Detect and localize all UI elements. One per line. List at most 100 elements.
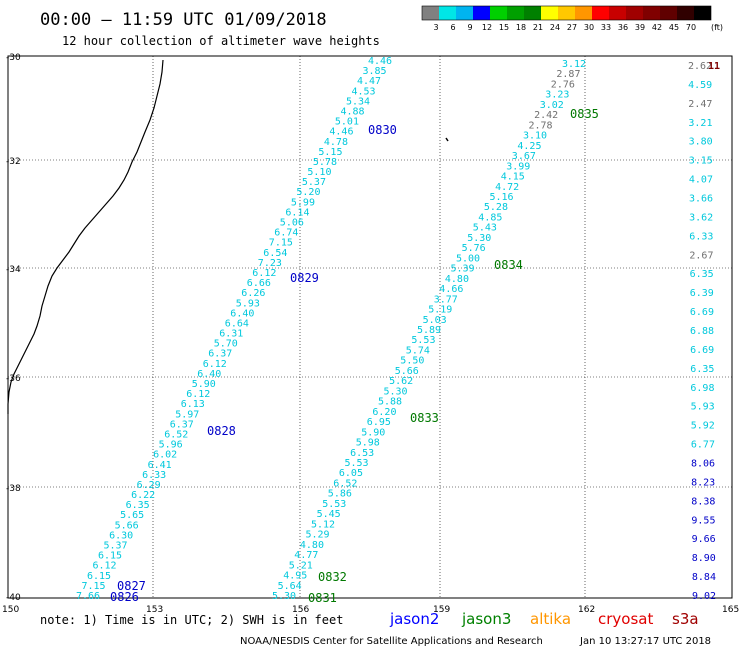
wave-height-value: 2.78 xyxy=(529,120,553,131)
wave-height-value: 6.66 xyxy=(247,278,271,289)
wave-height-value: 5.37 xyxy=(104,541,128,552)
wave-height-value: 5.96 xyxy=(159,440,183,451)
wave-height-value: 6.52 xyxy=(333,479,357,490)
wave-height-value: 3.12 xyxy=(562,59,586,70)
satellite-name: s3a xyxy=(672,610,699,628)
wave-height-value: 4.80 xyxy=(445,274,469,285)
wave-height-value: 9.55 xyxy=(691,515,715,526)
wave-height-value: 4.15 xyxy=(501,172,525,183)
wave-height-value: 8.06 xyxy=(691,459,715,470)
wave-height-value: 6.33 xyxy=(142,470,166,481)
legend-swatch xyxy=(575,6,592,20)
legend-tick-label: 24 xyxy=(550,23,560,32)
wave-height-value: 9.02 xyxy=(692,591,716,602)
lat-label: -30 xyxy=(6,53,21,63)
lat-label: -32 xyxy=(6,157,21,167)
wave-height-value: 5.30 xyxy=(467,233,491,244)
legend-unit: (ft) xyxy=(711,23,723,32)
wave-height-value: 5.65 xyxy=(120,510,144,521)
wave-height-value: 5.76 xyxy=(462,243,486,254)
wave-height-value: 2.62 xyxy=(688,61,712,72)
wave-height-value: 6.15 xyxy=(98,551,122,562)
wave-height-value: 3.85 xyxy=(363,66,387,77)
latitude-labels: -30 -32 -34 -36 -38 -40 xyxy=(6,53,21,603)
legend-tick-label: 30 xyxy=(584,23,594,32)
wave-height-value: 3.66 xyxy=(689,194,713,205)
wave-height-value: 5.50 xyxy=(400,356,424,367)
wave-height-value: 8.23 xyxy=(691,477,715,488)
wave-height-value: 6.74 xyxy=(274,228,298,239)
wave-height-value: 4.85 xyxy=(478,213,502,224)
wave-height-value: 6.35 xyxy=(690,269,714,280)
lat-lon-grid xyxy=(8,56,732,598)
wave-height-value: 4.46 xyxy=(368,56,392,67)
wave-height-value: 4.59 xyxy=(688,80,712,91)
wave-height-value: 5.90 xyxy=(192,379,216,390)
wave-height-value: 5.66 xyxy=(115,520,139,531)
lat-label: -38 xyxy=(6,484,21,494)
wave-height-value: 6.31 xyxy=(219,329,243,340)
wave-height-value: 6.20 xyxy=(372,407,396,418)
satellite-name: cryosat xyxy=(598,610,653,628)
wave-height-value: 6.12 xyxy=(186,389,210,400)
wave-height-value: 5.86 xyxy=(328,489,352,500)
legend-swatch xyxy=(490,6,507,20)
wave-height-value: 2.42 xyxy=(534,110,558,121)
lon-label: 153 xyxy=(146,605,163,615)
legend-tick-label: 42 xyxy=(652,23,662,32)
satellite-name: altika xyxy=(530,610,571,628)
wave-height-value: 3.02 xyxy=(540,100,564,111)
wave-height-value: 5.97 xyxy=(175,409,199,420)
wave-height-value: 3.62 xyxy=(689,212,713,223)
wave-height-value: 6.69 xyxy=(690,307,714,318)
wave-height-value: 6.88 xyxy=(690,326,714,337)
wave-height-value: 5.53 xyxy=(345,458,369,469)
wave-height-value: 6.12 xyxy=(252,268,276,279)
wave-height-value: 4.88 xyxy=(341,107,365,118)
legend-tick-label: 9 xyxy=(467,23,472,32)
wave-height-value: 3.77 xyxy=(434,294,458,305)
wave-height-value: 3.80 xyxy=(689,137,713,148)
wave-height-value: 5.53 xyxy=(411,335,435,346)
lat-label: -40 xyxy=(6,593,21,603)
wave-height-value: 6.54 xyxy=(263,248,287,259)
wave-height-value: 5.78 xyxy=(313,157,337,168)
wave-height-value: 5.89 xyxy=(417,325,441,336)
units-note: note: 1) Time is in UTC; 2) SWH is in fe… xyxy=(40,613,343,627)
wave-height-value: 7.66 xyxy=(76,591,100,602)
wave-height-value: 5.98 xyxy=(356,438,380,449)
legend-tick-label: 45 xyxy=(669,23,679,32)
pass-time-label: 0832 xyxy=(318,570,347,584)
wave-height-value: 5.19 xyxy=(428,305,452,316)
wave-height-value: 3.10 xyxy=(523,131,547,142)
wave-height-value: 6.41 xyxy=(148,460,172,471)
wave-height-value: 4.72 xyxy=(495,182,519,193)
wave-height-value: 7.15 xyxy=(82,581,106,592)
wave-height-value: 4.80 xyxy=(300,540,324,551)
max-value-label: 11 xyxy=(708,61,720,72)
legend-swatch xyxy=(694,6,711,20)
wave-height-value: 6.02 xyxy=(153,450,177,461)
wave-height-value: 6.98 xyxy=(690,383,714,394)
wave-height-value: 4.66 xyxy=(439,284,463,295)
wave-height-value: 5.70 xyxy=(214,339,238,350)
wave-height-value: 4.25 xyxy=(517,141,541,152)
wave-height-value: 6.12 xyxy=(93,561,117,572)
legend-swatch xyxy=(609,6,626,20)
wave-height-value: 5.64 xyxy=(278,581,302,592)
wave-height-value: 4.78 xyxy=(324,137,348,148)
wave-height-value: 5.62 xyxy=(389,376,413,387)
coastline xyxy=(7,59,164,414)
lon-label: 162 xyxy=(578,605,595,615)
wave-height-value: 3.99 xyxy=(506,161,530,172)
legend-tick-label: 6 xyxy=(450,23,455,32)
wave-height-value: 5.74 xyxy=(406,346,430,357)
wave-height-value: 6.37 xyxy=(170,419,194,430)
legend-tick-label: 39 xyxy=(635,23,645,32)
wave-height-value: 5.01 xyxy=(335,117,359,128)
wave-height-value: 6.14 xyxy=(285,207,309,218)
legend-swatch xyxy=(677,6,694,20)
wave-height-value: 6.05 xyxy=(339,468,363,479)
wave-height-value: 4.46 xyxy=(329,127,353,138)
